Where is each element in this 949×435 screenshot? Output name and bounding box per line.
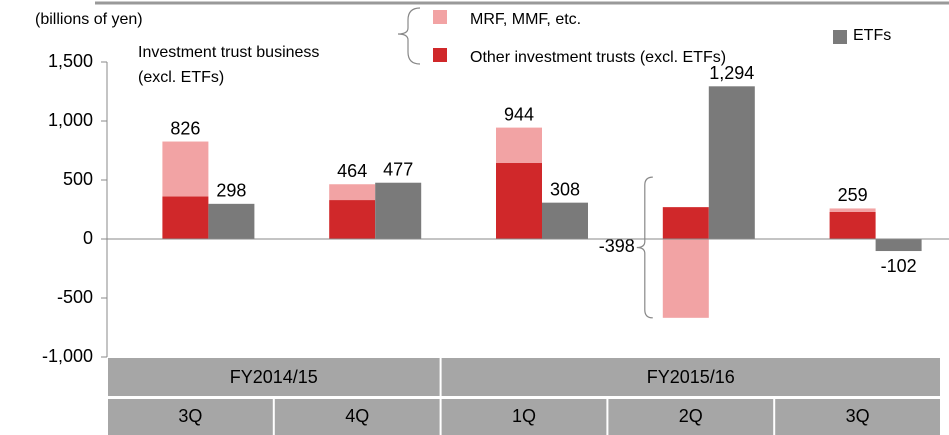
group-cell (441, 358, 940, 396)
y-tick-label: 1,500 (48, 51, 93, 71)
legend-brace (397, 7, 421, 65)
total-label: 944 (504, 104, 534, 124)
bar-segment (162, 141, 209, 197)
total-label: 259 (838, 185, 868, 205)
bar-segment (329, 200, 376, 239)
legend-label: ETFs (853, 27, 891, 44)
category-cell (441, 399, 607, 435)
value-label: 308 (550, 179, 580, 199)
bar-segment (662, 207, 709, 239)
total-label: -398 (599, 236, 635, 256)
unit-label: (billions of yen) (35, 11, 143, 28)
bar-segment (662, 239, 709, 318)
x-tick-label: 4Q (345, 406, 369, 426)
group-label: FY2015/16 (647, 367, 735, 387)
value-label: 298 (216, 181, 246, 201)
legend-group-label: Investment trust business (138, 44, 319, 61)
bar (542, 202, 588, 239)
bar (708, 86, 755, 239)
x-tick-label: 3Q (178, 406, 202, 426)
y-tick-label: -500 (57, 287, 93, 307)
bar (375, 182, 422, 239)
legend-group-label: (excl. ETFs) (138, 69, 224, 86)
x-tick-label: 2Q (679, 406, 703, 426)
category-cell (274, 399, 440, 435)
total-label: 464 (337, 161, 367, 181)
y-tick-label: 1,000 (48, 110, 93, 130)
category-cell (775, 399, 940, 435)
value-label: 477 (383, 159, 413, 179)
y-tick-label: 500 (63, 169, 93, 189)
bar-segment (496, 127, 542, 164)
legend-swatch (433, 10, 447, 24)
bar-segment (829, 208, 876, 212)
category-cell (608, 399, 774, 435)
legend-swatch (833, 30, 847, 44)
bar (208, 203, 255, 239)
total-bracket (636, 176, 653, 319)
bar-segment (162, 196, 209, 239)
legend-label: MRF, MMF, etc. (470, 11, 581, 28)
bar-segment (329, 184, 376, 201)
value-label: 1,294 (709, 63, 754, 83)
bar-segment (496, 163, 542, 239)
bar (875, 239, 922, 252)
y-tick-label: 0 (83, 228, 93, 248)
bar-segment (829, 211, 876, 239)
legend-label: Other investment trusts (excl. ETFs) (470, 49, 726, 66)
x-tick-label: 1Q (512, 406, 536, 426)
group-cell (108, 358, 440, 396)
category-cell (108, 399, 273, 435)
value-label: -102 (881, 256, 917, 276)
y-tick-label: -1,000 (42, 346, 93, 366)
group-label: FY2014/15 (230, 367, 318, 387)
legend-swatch (433, 48, 447, 62)
x-tick-label: 3Q (846, 406, 870, 426)
total-label: 826 (170, 118, 200, 138)
